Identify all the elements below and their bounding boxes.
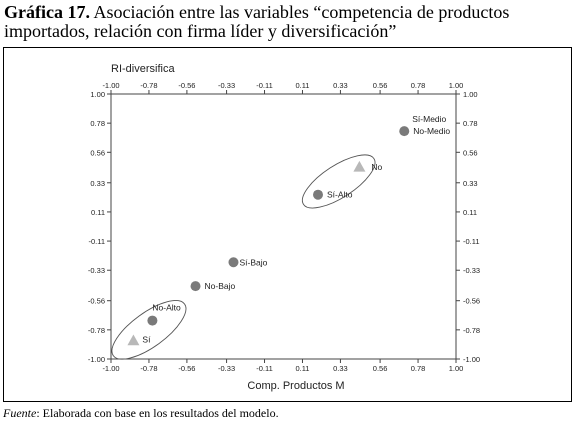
x-tick-label-bottom: -1.00 xyxy=(102,364,119,373)
source-note: Fuente: Elaborada con base en los result… xyxy=(3,406,279,421)
point-s-alto xyxy=(313,189,323,200)
group-ellipse-upper xyxy=(301,154,376,209)
y-axis-title: RI-diversifica xyxy=(111,63,175,75)
y-tick-label-right: -0.33 xyxy=(463,266,480,275)
y-tick-label-right: 1.00 xyxy=(463,90,478,99)
point-label-no-alto: No-Alto xyxy=(152,303,181,313)
x-tick-label-top: 0.11 xyxy=(295,81,309,90)
y-tick-label-left: -0.56 xyxy=(88,297,105,306)
x-tick-label-bottom: 0.56 xyxy=(373,364,388,373)
source-text: : Elaborada con base en los resultados d… xyxy=(36,406,279,420)
y-tick-label-left: -1.00 xyxy=(88,355,105,364)
point-label-no-medio: No-Medio xyxy=(413,126,450,136)
x-tick-label-top: -1.00 xyxy=(102,81,119,90)
y-tick-label-right: -0.78 xyxy=(463,326,480,335)
x-axis-title: Comp. Productos M xyxy=(247,380,344,392)
point-no-alto xyxy=(147,315,158,326)
y-tick-label-right: 0.78 xyxy=(463,119,478,128)
x-tick-label-bottom: -0.56 xyxy=(178,364,195,373)
x-tick-label-top: -0.56 xyxy=(178,81,195,90)
y-tick-label-left: 0.78 xyxy=(90,119,105,128)
x-tick-label-top: 0.78 xyxy=(411,81,426,90)
y-tick-label-left: 1.00 xyxy=(90,90,105,99)
x-tick-label-top: -0.33 xyxy=(218,81,235,90)
figure-label: Gráfica 17. xyxy=(4,2,90,22)
x-tick-label-bottom: -0.33 xyxy=(218,364,235,373)
x-tick-label-top: 0.56 xyxy=(373,81,388,90)
y-tick-label-left: 0.11 xyxy=(91,208,105,217)
source-label: Fuente xyxy=(3,406,37,420)
point-label-s-alto: Sí-Alto xyxy=(327,190,353,200)
y-tick-label-left: 0.56 xyxy=(90,148,105,157)
figure-title-text: Asociación entre las variables “competen… xyxy=(4,2,510,41)
x-tick-label-top: 1.00 xyxy=(449,81,464,90)
figure-title: Gráfica 17. Asociación entre las variabl… xyxy=(4,3,574,41)
y-tick-label-right: -0.11 xyxy=(463,237,480,246)
y-tick-label-left: -0.33 xyxy=(88,266,105,275)
y-tick-label-left: 0.33 xyxy=(90,179,105,188)
x-tick-label-bottom: -0.78 xyxy=(140,364,157,373)
group-ellipse-lower xyxy=(111,300,187,360)
x-tick-label-top: -0.78 xyxy=(140,81,157,90)
x-tick-label-bottom: -0.11 xyxy=(256,364,273,373)
x-tick-label-bottom: 0.33 xyxy=(333,364,348,373)
x-tick-label-bottom: 1.00 xyxy=(449,364,464,373)
point-label-no-bajo: No-Bajo xyxy=(205,281,236,291)
point-s-medio xyxy=(399,126,410,137)
x-tick-label-top: -0.11 xyxy=(256,81,273,90)
point-label-s-medio: Sí-Medio xyxy=(412,114,446,124)
y-tick-label-right: 0.33 xyxy=(463,179,478,188)
y-tick-label-left: -0.11 xyxy=(88,237,105,246)
x-tick-label-bottom: 0.11 xyxy=(295,364,309,373)
scatter-chart: -1.00-1.00-0.78-0.78-0.56-0.56-0.33-0.33… xyxy=(88,63,480,392)
point-no xyxy=(353,160,366,172)
point-label-s-bajo: Sí-Bajo xyxy=(239,257,267,267)
point-label-no: No xyxy=(371,162,382,172)
x-tick-label-top: 0.33 xyxy=(333,81,348,90)
point-s-bajo xyxy=(228,257,239,268)
y-tick-label-right: -0.56 xyxy=(463,297,480,306)
point-label-s-: Sí xyxy=(142,334,151,344)
y-tick-label-right: -1.00 xyxy=(463,355,480,364)
point-no-bajo xyxy=(190,281,201,292)
y-tick-label-right: 0.56 xyxy=(463,148,478,157)
y-tick-label-left: -0.78 xyxy=(88,326,105,335)
chart-frame: -1.00 -1.00 -0.78 -0.78 -0.56 -0.56 -0.33 -0.33… xyxy=(3,47,572,402)
plot-border xyxy=(110,93,457,360)
point-s- xyxy=(127,334,140,346)
x-tick-label-bottom: 0.78 xyxy=(411,364,426,373)
y-tick-label-right: 0.11 xyxy=(463,208,477,217)
